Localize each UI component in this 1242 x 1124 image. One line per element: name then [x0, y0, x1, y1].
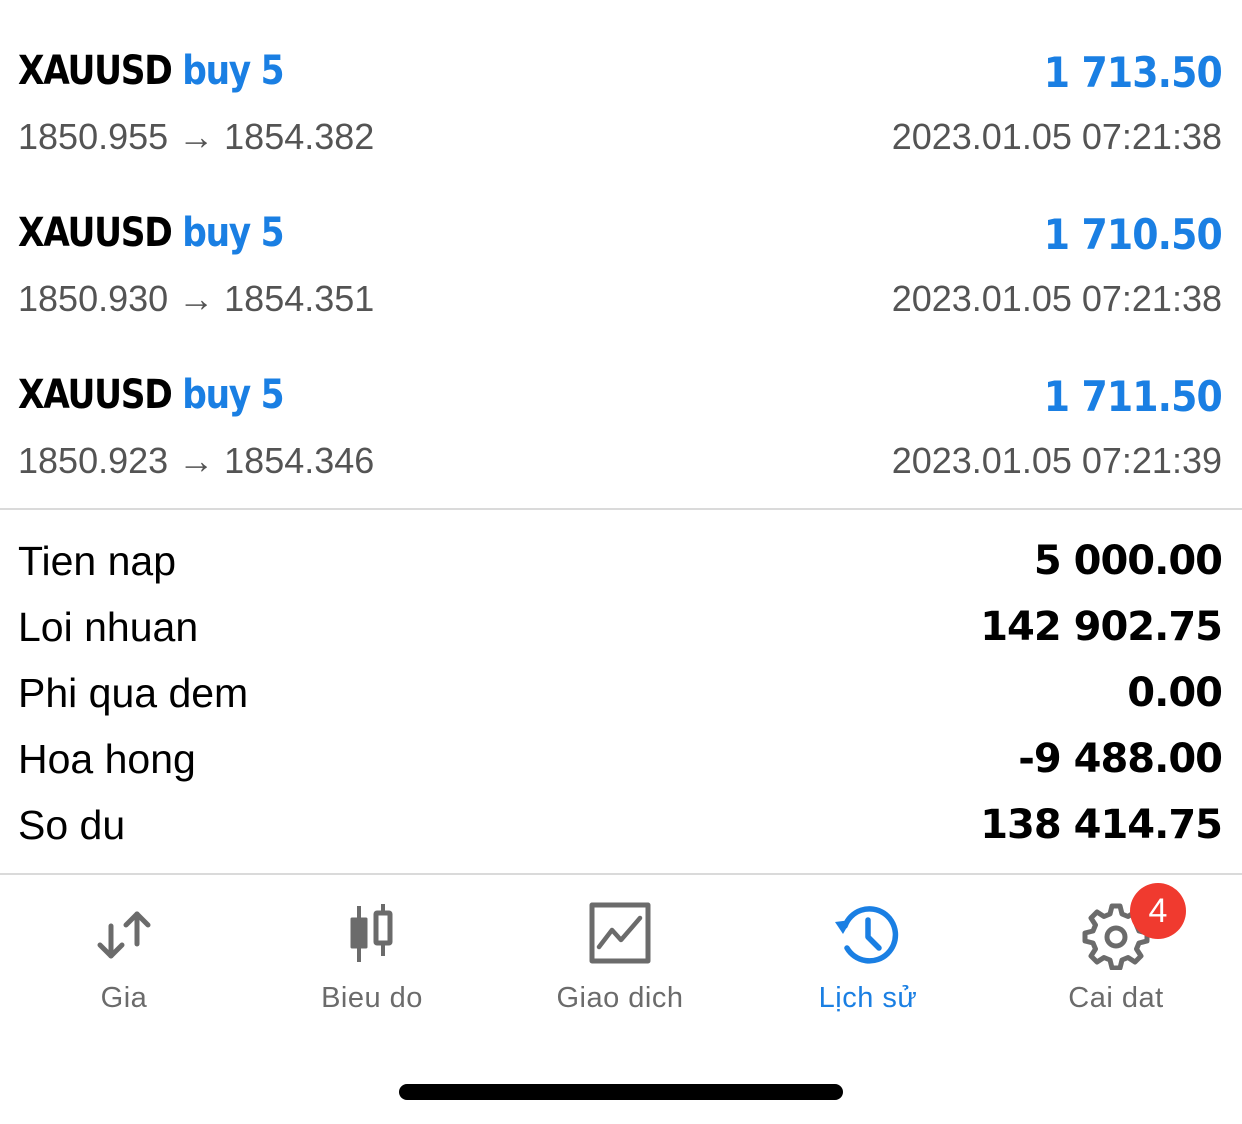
deal-symbol: XAUUSD	[18, 372, 173, 418]
deal-side-volume: buy 5	[182, 48, 284, 94]
deal-row[interactable]: XAUUSD buy 5 1 710.50 1850.930 → 1854.35…	[18, 162, 1223, 324]
home-indicator[interactable]	[399, 1084, 843, 1100]
tab-label: Cai dat	[1068, 982, 1164, 1014]
tab-label: Bieu do	[321, 982, 423, 1014]
deal-time: 2023.01.05 07:21:38	[891, 116, 1222, 157]
tab-quotes[interactable]: Gia	[0, 876, 248, 1036]
deal-header: XAUUSD buy 5 1 713.50	[18, 48, 1223, 102]
deal-row[interactable]: XAUUSD buy 5 1 713.50 1850.955 → 1854.38…	[18, 0, 1223, 162]
notification-badge: 4	[1130, 883, 1186, 939]
summary-value: 5 000.00	[1033, 538, 1223, 584]
deal-time: 2023.01.05 07:21:39	[891, 440, 1222, 481]
account-summary: Tien nap 5 000.00 Loi nhuan 142 902.75 P…	[18, 530, 1223, 860]
summary-value: 0.00	[1127, 670, 1223, 716]
summary-row-deposit: Tien nap 5 000.00	[18, 530, 1223, 596]
tab-trade[interactable]: Giao dich	[496, 876, 744, 1036]
trade-chart-icon	[589, 902, 651, 964]
summary-row-balance: So du 138 414.75	[18, 794, 1223, 860]
tabbar-divider	[0, 873, 1242, 875]
tab-history[interactable]: Lịch sử	[744, 876, 992, 1036]
summary-label: So du	[18, 802, 126, 848]
summary-label: Tien nap	[18, 538, 177, 584]
deal-row[interactable]: XAUUSD buy 5 1 711.50 1850.923 → 1854.34…	[18, 324, 1223, 486]
deal-profit: 1 710.50	[1043, 210, 1223, 259]
deal-time: 2023.01.05 07:21:38	[891, 278, 1222, 319]
deal-profit: 1 713.50	[1043, 48, 1223, 97]
deal-symbol: XAUUSD	[18, 210, 173, 256]
summary-row-profit: Loi nhuan 142 902.75	[18, 596, 1223, 662]
summary-value: -9 488.00	[1018, 736, 1223, 782]
deal-details: 1850.923 → 1854.346 2023.01.05 07:21:39	[18, 440, 1222, 484]
deal-profit: 1 711.50	[1043, 372, 1223, 421]
summary-row-commission: Hoa hong -9 488.00	[18, 728, 1223, 794]
summary-label: Phi qua dem	[18, 670, 249, 716]
summary-label: Hoa hong	[18, 736, 196, 782]
deal-prices: 1850.923 → 1854.346	[18, 440, 375, 481]
history-clock-icon	[835, 906, 899, 964]
candlestick-chart-icon	[350, 904, 393, 962]
summary-divider	[0, 508, 1242, 510]
summary-label: Loi nhuan	[18, 604, 199, 650]
tab-label: Giao dich	[556, 982, 684, 1014]
deal-prices: 1850.955 → 1854.382	[18, 116, 375, 157]
summary-row-swap: Phi qua dem 0.00	[18, 662, 1223, 728]
deal-header: XAUUSD buy 5 1 710.50	[18, 210, 1223, 264]
deal-header: XAUUSD buy 5 1 711.50	[18, 372, 1223, 426]
summary-value: 142 902.75	[980, 604, 1223, 650]
tab-settings[interactable]: 4 Cai dat	[992, 876, 1240, 1036]
deal-prices: 1850.930 → 1854.351	[18, 278, 375, 319]
tab-label: Lịch sử	[818, 982, 918, 1014]
summary-value: 138 414.75	[980, 802, 1223, 848]
tab-label: Gia	[100, 982, 148, 1014]
deal-side-volume: buy 5	[182, 372, 284, 418]
deal-details: 1850.955 → 1854.382 2023.01.05 07:21:38	[18, 116, 1222, 160]
deal-title: XAUUSD buy 5	[18, 48, 285, 94]
tab-charts[interactable]: Bieu do	[248, 876, 496, 1036]
deal-details: 1850.930 → 1854.351 2023.01.05 07:21:38	[18, 278, 1222, 322]
deal-title: XAUUSD buy 5	[18, 372, 285, 418]
deal-symbol: XAUUSD	[18, 48, 173, 94]
quotes-arrows-icon	[97, 911, 151, 959]
bottom-tab-bar: Gia Bieu do Giao dich	[0, 876, 1242, 1056]
deal-title: XAUUSD buy 5	[18, 210, 285, 256]
deal-side-volume: buy 5	[182, 210, 284, 256]
